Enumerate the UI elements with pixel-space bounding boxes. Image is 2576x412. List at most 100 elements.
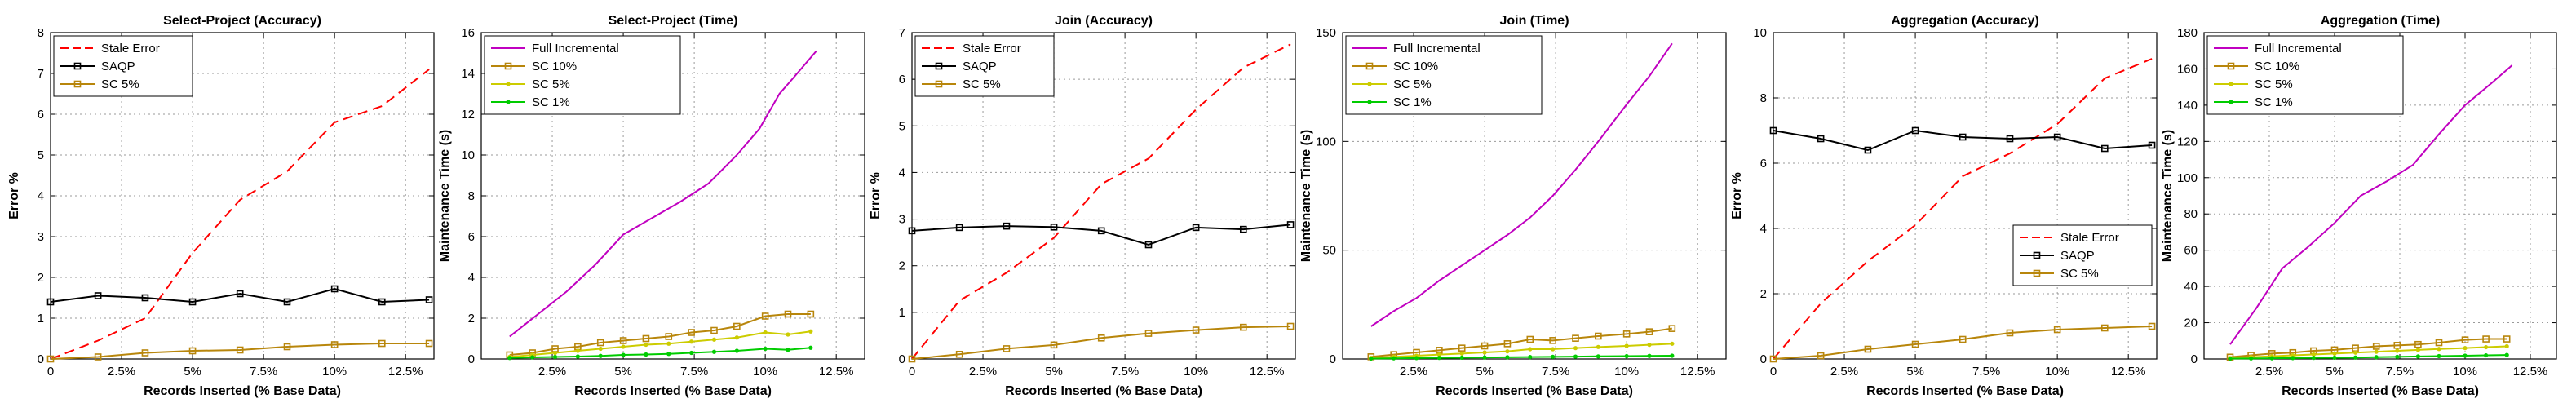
data-point [2269,356,2274,361]
y-axis-label: Error % [1730,172,1744,219]
legend-label: SAQP [2060,249,2095,263]
series-line [1370,327,1672,358]
data-point [2461,336,2469,343]
plot-area-frame [2203,32,2557,360]
data-point [141,349,149,357]
legend-label: SAQP [963,60,997,73]
y-axis-label: Error % [7,172,21,219]
y-tick-label: 40 [2184,280,2198,294]
y-axis-label: Error % [869,172,883,219]
x-tick-label: 7.5% [1111,365,1139,379]
legend-label: Full Incremental [2255,42,2342,55]
y-tick-label: 2 [899,259,905,273]
y-tick-label: 4 [899,166,905,179]
y-tick-label: 7 [38,67,44,81]
series-full-incremental [1370,42,1673,327]
y-tick-label: 10 [1753,26,1767,40]
y-axis-label: Maintenance Time (s) [2161,130,2175,262]
data-point [1572,334,1579,342]
chart-title: Join (Accuracy) [1055,14,1153,28]
legend-label: Full Incremental [532,42,619,55]
data-point [1647,353,1652,358]
x-tick-label: 5% [184,365,201,379]
x-tick-label: 7.5% [250,365,277,379]
legend-label: Stale Error [963,42,1021,55]
data-point [2414,340,2422,348]
series-sc-5- [2228,343,2509,361]
data-point [1911,340,1919,348]
series-line [1370,42,1673,327]
chart-title: Aggregation (Accuracy) [1891,14,2038,28]
y-tick-label: 1 [38,312,44,326]
y-tick-label: 4 [38,189,44,203]
legend-label: Stale Error [101,42,160,55]
data-point [1596,354,1600,359]
data-point [2100,324,2109,332]
data-point [2463,346,2468,351]
data-point [1769,126,1777,135]
x-tick-label: 12.5% [819,365,854,379]
y-tick-label: 2 [38,271,44,285]
data-point [1549,337,1556,344]
x-tick-label: 10% [1614,365,1639,379]
x-tick-label: 0 [47,365,54,379]
data-point [1459,351,1464,356]
x-tick-label: 10% [753,365,777,379]
data-point [2053,133,2061,141]
y-tick-label: 4 [1760,222,1767,236]
y-tick-label: 4 [468,271,475,285]
series-saqp [1769,126,2156,154]
data-point [689,350,694,356]
legend-marker [2229,100,2233,104]
legend-label: SC 1% [1393,95,1432,109]
chart-title: Join (Time) [1499,14,1569,28]
data-point [1003,345,1011,352]
x-axis-label: Records Inserted (% Base Data) [1436,384,1633,398]
legend-label: SC 5% [532,78,570,91]
data-point [2148,141,2156,149]
data-point [1573,354,1578,359]
y-tick-label: 14 [461,67,475,81]
data-point [2332,355,2337,361]
legend-label: SC 1% [2255,95,2293,109]
data-point [2393,342,2401,349]
y-axis-label: Maintenance Time (s) [1299,130,1313,262]
y-tick-label: 120 [2177,135,2198,148]
y-tick-label: 6 [899,73,905,86]
x-tick-label: 5% [1045,365,1063,379]
series-line [50,69,430,360]
data-point [378,339,386,348]
chart-title: Select-Project (Time) [609,14,738,28]
series-line [911,326,1291,360]
x-tick-label: 12.5% [388,365,423,379]
data-point [1459,355,1464,360]
x-tick-label: 5% [614,365,632,379]
data-point [807,310,815,318]
x-tick-label: 12.5% [1250,365,1285,379]
data-point [2353,355,2358,360]
legend-marker [935,62,943,70]
data-point [1239,323,1247,331]
data-point [1959,335,1967,343]
series-sc-5- [1769,322,2156,363]
data-point [688,329,695,336]
data-point [621,344,626,349]
data-point [2006,135,2014,143]
data-point [1286,221,1295,228]
legend-marker [2033,269,2041,277]
y-axis-label: Maintenance Time (s) [438,130,452,262]
data-point [2228,356,2233,361]
data-point [2249,356,2254,361]
data-point [733,322,741,330]
data-point [734,348,739,353]
x-tick-label: 12.5% [2111,365,2146,379]
data-point [1911,126,1919,135]
series-line [2229,354,2507,360]
data-point [1458,344,1466,352]
series-line [2229,345,2507,359]
data-point [1392,356,1396,361]
legend: Stale Error SAQP SC 5% [2012,224,2153,286]
data-point [1595,332,1602,340]
x-tick-label: 12.5% [2513,365,2548,379]
legend-label: SC 5% [2060,267,2099,281]
